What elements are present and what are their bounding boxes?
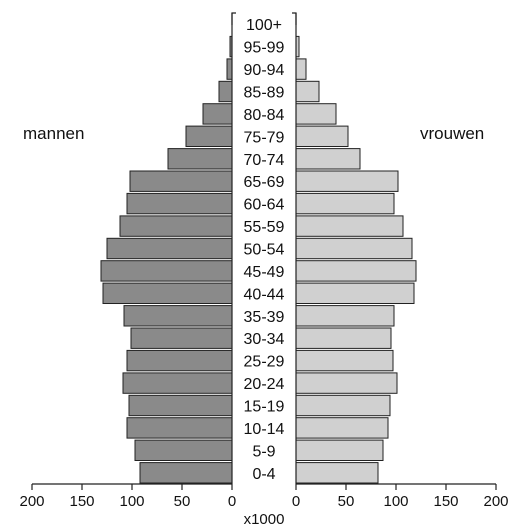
age-label-85-89: 85-89 <box>244 85 285 102</box>
top-bracket <box>231 12 236 25</box>
bar-women-55-59 <box>295 215 404 237</box>
bar-women-65-69 <box>295 170 399 192</box>
age-group-labels: 0-4 5-9 10-14 15-19 20-24 25-29 30-34 35-39 40-4… <box>244 17 285 483</box>
age-label-90-94: 90-94 <box>244 62 285 79</box>
bar-women-35-39 <box>295 305 395 327</box>
bar-men-35-39 <box>123 305 233 327</box>
bar-men-50-54 <box>106 237 233 260</box>
bar-men-70-74 <box>167 148 233 170</box>
x-tick-label-right: 50 <box>338 493 355 510</box>
x-tick-label-left: 50 <box>174 493 191 510</box>
age-label-55-59: 55-59 <box>244 219 285 236</box>
age-label-0-4: 0-4 <box>252 466 275 483</box>
bar-men-0-4 <box>139 462 233 484</box>
bar-men-10-14 <box>126 417 233 439</box>
bar-women-70-74 <box>295 148 361 170</box>
age-label-100+: 100+ <box>246 17 282 34</box>
x-tick-label-left: 200 <box>19 493 44 510</box>
bar-men-15-19 <box>128 394 233 417</box>
bar-men-20-24 <box>122 372 233 394</box>
age-label-25-29: 25-29 <box>244 354 285 371</box>
bar-men-90-94 <box>226 58 233 80</box>
bar-women-40-44 <box>295 282 415 305</box>
x-tick-label-left: 0 <box>228 493 236 510</box>
x-tick-label-left: 100 <box>119 493 144 510</box>
x-tick-label-right: 200 <box>483 493 508 510</box>
bar-men-25-29 <box>126 349 233 372</box>
bar-women-90-94 <box>295 58 307 80</box>
bar-men-30-34 <box>130 327 233 349</box>
age-label-75-79: 75-79 <box>244 129 285 146</box>
bar-women-85-89 <box>295 80 320 103</box>
bar-women-5-9 <box>295 439 384 462</box>
bar-women-75-79 <box>295 125 349 147</box>
age-label-35-39: 35-39 <box>244 309 285 326</box>
x-tick-label-right: 150 <box>433 493 458 510</box>
bar-women-45-49 <box>295 260 417 282</box>
age-label-5-9: 5-9 <box>252 443 275 460</box>
bar-men-40-44 <box>102 282 233 305</box>
age-label-80-84: 80-84 <box>244 107 285 124</box>
x-tick-label-left: 150 <box>69 493 94 510</box>
age-label-30-34: 30-34 <box>244 331 285 348</box>
age-label-15-19: 15-19 <box>244 399 285 416</box>
bar-women-30-34 <box>295 327 392 349</box>
bar-men-65-69 <box>129 170 233 192</box>
bar-men-55-59 <box>119 215 233 237</box>
x-axis-unit-label: x1000 <box>244 511 285 528</box>
bar-men-60-64 <box>126 192 233 215</box>
x-tick-label-right: 100 <box>383 493 408 510</box>
series-label-men: mannen <box>23 124 84 143</box>
x-tick-label-right: 0 <box>292 493 300 510</box>
male-bars <box>100 35 233 484</box>
x-axes: 200 150 100 50 0 0 50 100 150 200 <box>19 12 509 510</box>
age-label-95-99: 95-99 <box>244 40 285 57</box>
bar-men-80-84 <box>202 103 233 125</box>
bar-women-10-14 <box>295 417 389 439</box>
series-label-women: vrouwen <box>420 124 484 143</box>
bar-women-20-24 <box>295 372 398 394</box>
bar-women-50-54 <box>295 237 413 260</box>
bar-men-45-49 <box>100 260 233 282</box>
bar-men-5-9 <box>134 439 233 462</box>
age-label-50-54: 50-54 <box>244 242 285 259</box>
bar-women-15-19 <box>295 394 391 417</box>
bar-women-60-64 <box>295 192 395 215</box>
bar-men-75-79 <box>185 125 233 147</box>
female-bars <box>295 35 417 484</box>
bar-women-25-29 <box>295 349 394 372</box>
age-label-60-64: 60-64 <box>244 197 285 214</box>
age-label-20-24: 20-24 <box>244 376 285 393</box>
age-label-45-49: 45-49 <box>244 264 285 281</box>
bar-men-85-89 <box>218 80 233 103</box>
bar-women-80-84 <box>295 103 337 125</box>
bar-women-0-4 <box>295 462 379 484</box>
age-label-40-44: 40-44 <box>244 286 285 303</box>
age-label-10-14: 10-14 <box>244 421 285 438</box>
age-label-65-69: 65-69 <box>244 174 285 191</box>
age-label-70-74: 70-74 <box>244 152 285 169</box>
